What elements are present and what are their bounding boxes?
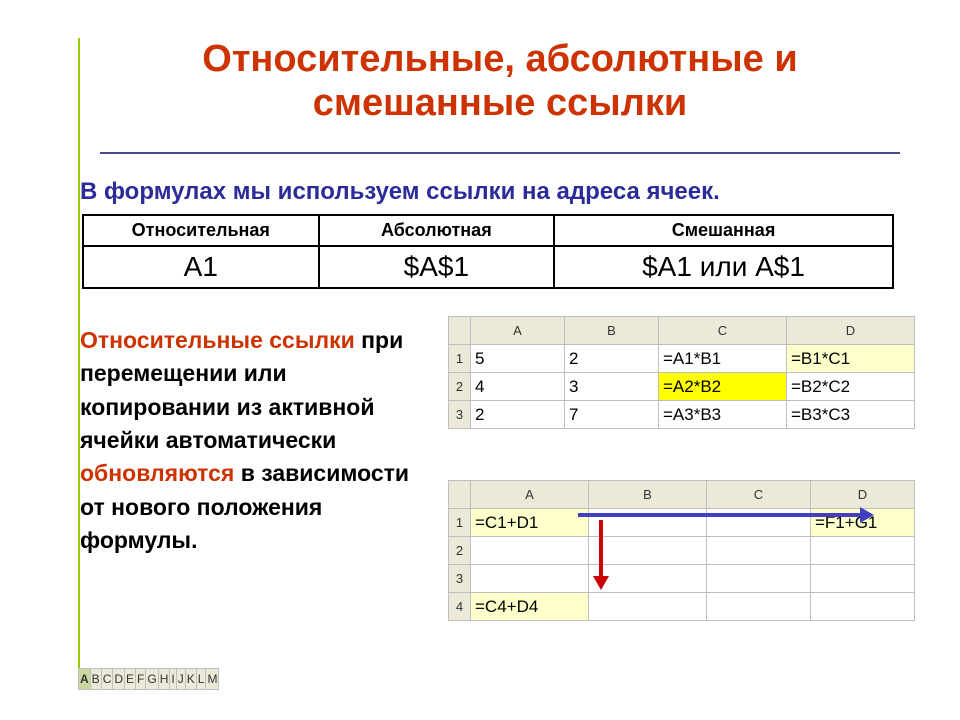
horizontal-rule: [100, 152, 900, 154]
sheet2-A4: =C4+D4: [471, 593, 589, 621]
sheet2-col-B: B: [589, 481, 707, 509]
sheet1-col-D: D: [787, 317, 915, 345]
slide: Относительные, абсолютные и смешанные сс…: [0, 0, 960, 720]
sheet2-row-4: 4 =C4+D4: [449, 593, 915, 621]
strip-col-J: J: [176, 669, 185, 690]
strip-col-B: B: [90, 669, 101, 690]
sheet1-row-3: 3 2 7 =A3*B3 =B3*C3: [449, 401, 915, 429]
strip-col-L: L: [196, 669, 206, 690]
title-line-1: Относительные, абсолютные и: [202, 38, 797, 80]
strip-col-K: K: [185, 669, 196, 690]
strip-col-E: E: [125, 669, 136, 690]
sheet1-corner: [449, 317, 471, 345]
sheet1-D3: =B3*C3: [787, 401, 915, 429]
sheet1-B3: 7: [565, 401, 659, 429]
sheet1-row-2: 2 4 3 =A2*B2 =B2*C2: [449, 373, 915, 401]
sheet2-D2: [811, 537, 915, 565]
sheet2-D1: =F1+G1: [811, 509, 915, 537]
sheet2-grid: A B C D 1 =C1+D1 =F1+G1 2 3: [448, 480, 915, 621]
sheet1-A2: 4: [471, 373, 565, 401]
slide-title: Относительные, абсолютные и смешанные сс…: [100, 38, 900, 125]
sheet2-B1: [589, 509, 707, 537]
example-sheet-2: A B C D 1 =C1+D1 =F1+G1 2 3: [448, 480, 915, 621]
sheet2-D4: [811, 593, 915, 621]
strip-col-H: H: [158, 669, 170, 690]
para-highlight-1: Относительные ссылки: [80, 327, 355, 353]
sheet2-A3: [471, 565, 589, 593]
sheet1-row3-head: 3: [449, 401, 471, 429]
para-highlight-2: обновляются: [80, 460, 234, 486]
ref-header-mixed: Смешанная: [554, 215, 893, 246]
sheet2-col-C: C: [707, 481, 811, 509]
sheet1-col-headers: A B C D: [449, 317, 915, 345]
sheet1-row-1: 1 5 2 =A1*B1 =B1*C1: [449, 345, 915, 373]
sheet2-C4: [707, 593, 811, 621]
sheet1-row2-head: 2: [449, 373, 471, 401]
sheet2-B2: [589, 537, 707, 565]
sheet2-row1-head: 1: [449, 509, 471, 537]
sheet1-col-B: B: [565, 317, 659, 345]
sheet1-col-C: C: [659, 317, 787, 345]
sheet2-D3: [811, 565, 915, 593]
sheet2-C1: [707, 509, 811, 537]
sheet2-col-A: A: [471, 481, 589, 509]
explanation-paragraph: Относительные ссылки при перемещении или…: [80, 324, 435, 557]
sheet1-col-A: A: [471, 317, 565, 345]
sheet1-B1: 2: [565, 345, 659, 373]
sheet1-C3: =A3*B3: [659, 401, 787, 429]
strip-col-D: D: [113, 669, 125, 690]
sheet2-C3: [707, 565, 811, 593]
ref-cell-mixed: $A1 или A$1: [554, 246, 893, 288]
strip-col-A: A: [79, 669, 91, 690]
sheet1-D2: =B2*C2: [787, 373, 915, 401]
sheet2-A1: =C1+D1: [471, 509, 589, 537]
strip-col-M: M: [206, 669, 219, 690]
ref-cell-relative: A1: [83, 246, 319, 288]
intro-text: В формулах мы используем ссылки на адрес…: [80, 178, 900, 206]
sheet2-row-2: 2: [449, 537, 915, 565]
ref-header-relative: Относительная: [83, 215, 319, 246]
sheet2-row3-head: 3: [449, 565, 471, 593]
sheet1-row1-head: 1: [449, 345, 471, 373]
sheet1-grid: A B C D 1 5 2 =A1*B1 =B1*C1 2 4 3 =A2*B2…: [448, 316, 915, 429]
sheet2-B4: [589, 593, 707, 621]
sheet1-C2: =A2*B2: [659, 373, 787, 401]
sheet2-row-3: 3: [449, 565, 915, 593]
sheet1-D1: =B1*C1: [787, 345, 915, 373]
sheet2-C2: [707, 537, 811, 565]
sheet2-col-headers: A B C D: [449, 481, 915, 509]
example-sheet-1: A B C D 1 5 2 =A1*B1 =B1*C1 2 4 3 =A2*B2…: [448, 316, 915, 429]
ref-header-absolute: Абсолютная: [319, 215, 554, 246]
sheet1-C1: =A1*B1: [659, 345, 787, 373]
sheet2-row-1: 1 =C1+D1 =F1+G1: [449, 509, 915, 537]
sheet1-A3: 2: [471, 401, 565, 429]
ref-cell-absolute: $A$1: [319, 246, 554, 288]
sheet2-A2: [471, 537, 589, 565]
sheet2-B3: [589, 565, 707, 593]
sheet1-A1: 5: [471, 345, 565, 373]
sheet2-col-D: D: [811, 481, 915, 509]
column-strip: A B C D E F G H I J K L M: [78, 668, 219, 690]
strip-col-G: G: [146, 669, 158, 690]
ref-table-value-row: A1 $A$1 $A1 или A$1: [83, 246, 893, 288]
sheet1-B2: 3: [565, 373, 659, 401]
sheet2-row2-head: 2: [449, 537, 471, 565]
strip-col-F: F: [136, 669, 146, 690]
ref-table-header-row: Относительная Абсолютная Смешанная: [83, 215, 893, 246]
title-line-2: смешанные ссылки: [313, 82, 687, 124]
sheet2-corner: [449, 481, 471, 509]
reference-types-table: Относительная Абсолютная Смешанная A1 $A…: [82, 214, 894, 289]
strip-col-C: C: [101, 669, 113, 690]
sheet2-row4-head: 4: [449, 593, 471, 621]
